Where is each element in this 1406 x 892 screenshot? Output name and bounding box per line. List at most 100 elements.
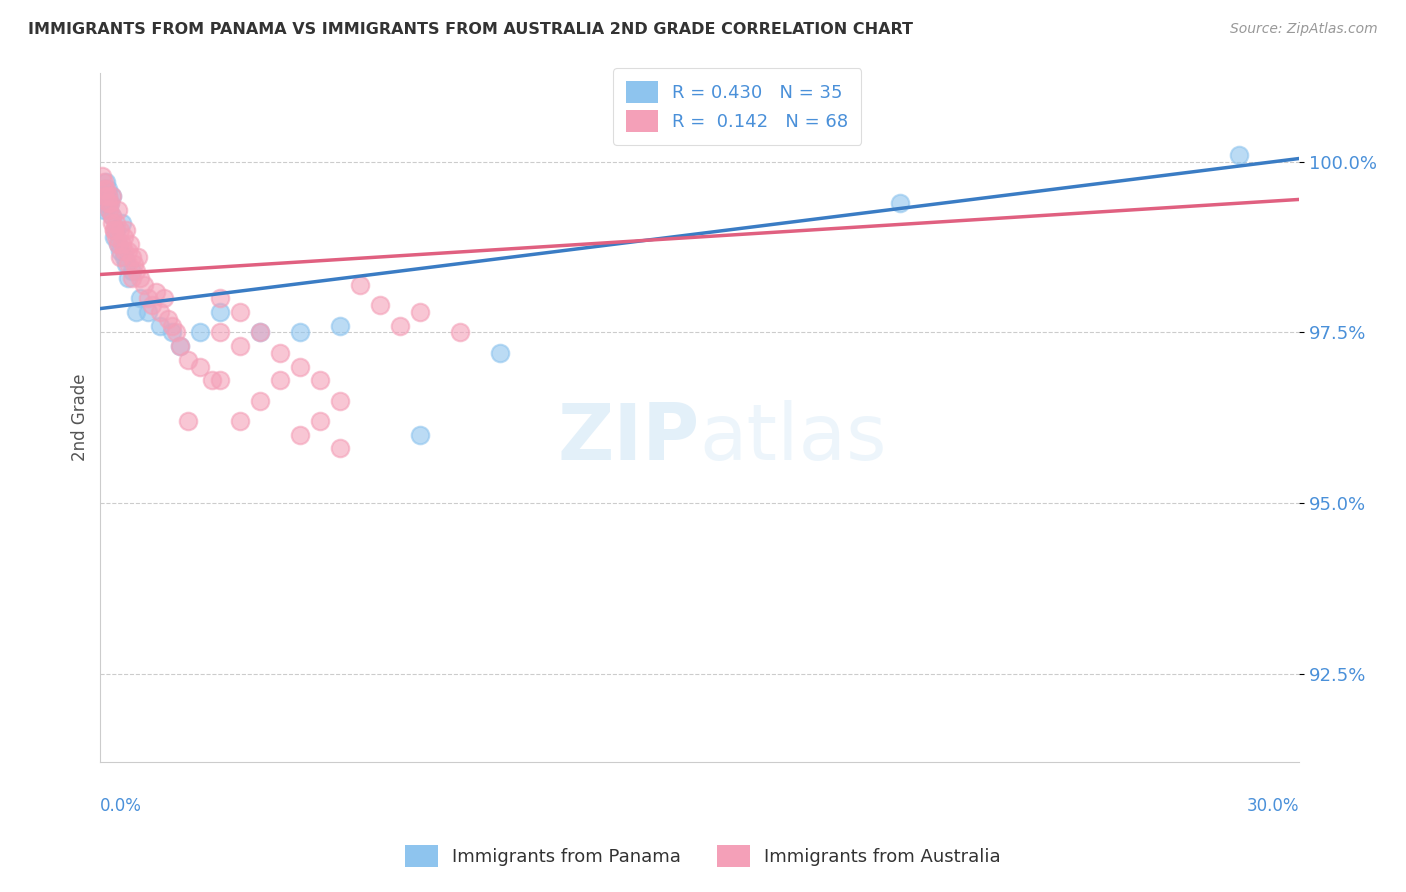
Point <box>100 189 122 203</box>
Text: IMMIGRANTS FROM PANAMA VS IMMIGRANTS FROM AUSTRALIA 2ND GRADE CORRELATION CHART: IMMIGRANTS FROM PANAMA VS IMMIGRANTS FRO… <box>28 22 912 37</box>
Point <box>124 257 146 271</box>
Point <box>209 291 232 305</box>
Text: Source: ZipAtlas.com: Source: ZipAtlas.com <box>1230 22 1378 37</box>
Text: 0.0%: 0.0% <box>100 797 142 814</box>
Point <box>110 244 132 258</box>
Point <box>449 326 471 340</box>
Point <box>105 230 128 244</box>
Legend: R = 0.430   N = 35, R =  0.142   N = 68: R = 0.430 N = 35, R = 0.142 N = 68 <box>613 69 862 145</box>
Point <box>111 216 134 230</box>
Point <box>329 442 352 456</box>
Point <box>125 305 148 319</box>
Point <box>209 305 232 319</box>
Point <box>117 244 139 258</box>
Point <box>141 298 163 312</box>
Point <box>110 251 132 265</box>
Point <box>101 210 124 224</box>
Text: ZIP: ZIP <box>558 401 700 476</box>
Point <box>112 251 135 265</box>
Point <box>169 339 191 353</box>
Point <box>1227 148 1250 162</box>
Point <box>329 318 352 333</box>
Point <box>98 202 121 217</box>
Point <box>107 236 129 251</box>
Legend: Immigrants from Panama, Immigrants from Australia: Immigrants from Panama, Immigrants from … <box>398 838 1008 874</box>
Point <box>288 359 311 374</box>
Y-axis label: 2nd Grade: 2nd Grade <box>72 374 89 461</box>
Point <box>136 305 159 319</box>
Point <box>120 236 142 251</box>
Point <box>269 373 291 387</box>
Point <box>889 195 911 210</box>
Point <box>105 223 128 237</box>
Point <box>249 393 271 408</box>
Point <box>96 189 118 203</box>
Point <box>121 271 143 285</box>
Point <box>103 230 125 244</box>
Point <box>97 182 120 196</box>
Point <box>96 182 118 196</box>
Point <box>121 264 143 278</box>
Point <box>93 182 115 196</box>
Point <box>169 339 191 353</box>
Point <box>91 169 114 183</box>
Point <box>117 257 139 271</box>
Point <box>101 210 124 224</box>
Point <box>177 352 200 367</box>
Point <box>93 175 115 189</box>
Point <box>269 346 291 360</box>
Point <box>188 359 211 374</box>
Point <box>98 195 121 210</box>
Point <box>97 189 120 203</box>
Point <box>129 291 152 305</box>
Point <box>96 195 118 210</box>
Point <box>329 393 352 408</box>
Point <box>100 189 122 203</box>
Point <box>209 326 232 340</box>
Point <box>121 251 143 265</box>
Point <box>111 236 134 251</box>
Point <box>309 414 332 428</box>
Point <box>93 202 115 217</box>
Point <box>249 326 271 340</box>
Point <box>117 271 139 285</box>
Point <box>103 223 125 237</box>
Point <box>91 189 114 203</box>
Point <box>127 251 149 265</box>
Text: 30.0%: 30.0% <box>1247 797 1299 814</box>
Point <box>153 291 176 305</box>
Point <box>149 305 172 319</box>
Point <box>107 236 129 251</box>
Point <box>145 285 167 299</box>
Point <box>389 318 412 333</box>
Point <box>94 195 117 210</box>
Point <box>98 202 121 217</box>
Point <box>134 277 156 292</box>
Point <box>188 326 211 340</box>
Point <box>288 427 311 442</box>
Point <box>93 182 115 196</box>
Point <box>96 175 118 189</box>
Point <box>129 271 152 285</box>
Point <box>103 223 125 237</box>
Point <box>110 223 132 237</box>
Point <box>349 277 371 292</box>
Point <box>229 414 252 428</box>
Point <box>115 223 138 237</box>
Point <box>409 305 432 319</box>
Point <box>368 298 391 312</box>
Point <box>162 318 184 333</box>
Point <box>165 326 187 340</box>
Text: atlas: atlas <box>700 401 887 476</box>
Point <box>288 326 311 340</box>
Point <box>209 373 232 387</box>
Point <box>112 244 135 258</box>
Point <box>136 291 159 305</box>
Point <box>409 427 432 442</box>
Point <box>162 326 184 340</box>
Point <box>309 373 332 387</box>
Point <box>229 305 252 319</box>
Point <box>125 264 148 278</box>
Point <box>149 318 172 333</box>
Point <box>105 216 128 230</box>
